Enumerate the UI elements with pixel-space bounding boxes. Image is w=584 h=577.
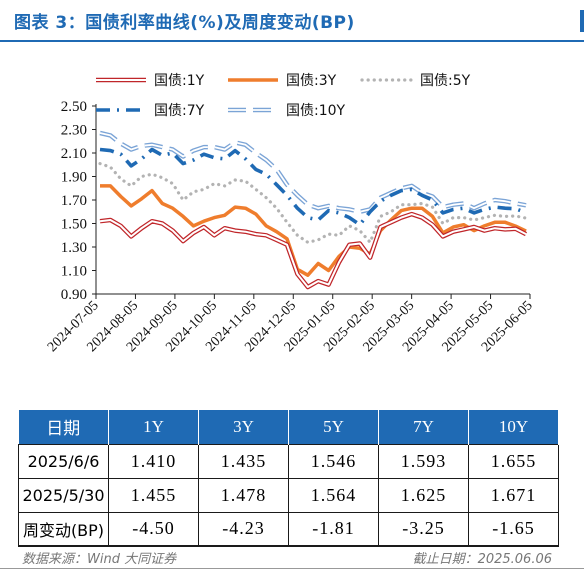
table-header-cell: 7Y [378,410,469,444]
y-tick-label: 1.30 [61,240,87,256]
table-row: 2025/6/6 1.410 1.435 1.546 1.593 1.655 [18,443,559,479]
table-cell: -1.81 [288,511,379,547]
y-tick-label: 0.90 [61,287,87,303]
y-tick-label: 1.50 [61,217,87,233]
series-line-国债:10Y [99,132,527,213]
table-cell: 1.435 [198,443,289,479]
header-accent-mark [580,10,584,32]
series-line-国债:5Y [98,162,528,244]
legend-label: 国债:5Y [420,73,471,89]
series-line-国债:1Y [99,213,527,288]
figure-title: 图表 3：国债利率曲线(%)及周度变动(BP) [14,13,355,33]
table-row: 2025/5/30 1.455 1.478 1.564 1.625 1.671 [18,477,559,513]
cutoff-date-note: 截止日期：2025.06.06 [412,552,552,567]
table-header-cell: 1Y [108,410,199,444]
y-tick-label: 1.90 [61,170,87,186]
table-cell: 1.655 [468,443,559,479]
table-cell: 2025/6/6 [18,443,109,479]
report-header: 图表 3：国债利率曲线(%)及周度变动(BP) [0,0,584,46]
table-header-cell: 5Y [288,410,379,444]
legend-label: 国债:10Y [286,103,346,119]
table-cell: 1.671 [468,477,559,513]
y-tick-label: 2.30 [61,123,87,139]
table-header-cell: 日期 [18,410,109,444]
table-cell: -4.50 [108,511,199,547]
table-cell: 1.564 [288,477,379,513]
table-header-cell: 10Y [468,410,559,444]
y-tick-label: 2.10 [61,146,87,162]
yield-curve-chart: 2.502.302.101.901.701.501.301.100.902024… [45,73,536,355]
table-cell: 1.546 [288,443,379,479]
legend-label: 国债:1Y [154,73,205,89]
table-cell: 1.625 [378,477,469,513]
table-cell: -3.25 [378,511,469,547]
legend-label: 国债:3Y [286,73,337,89]
table-cell: 周变动(BP) [18,511,109,547]
header-divider [0,40,584,42]
legend-label: 国债:7Y [154,103,205,119]
table-cell: 1.410 [108,443,199,479]
y-tick-label: 2.50 [61,99,87,115]
table-cell: -4.23 [198,511,289,547]
series-line-国债:7Y [99,147,527,227]
table-header-cell: 3Y [198,410,289,444]
data-source-note: 数据来源：Wind 大同证券 [22,552,177,567]
table-cell: 1.478 [198,477,289,513]
footer-divider [0,568,584,569]
table-cell: 2025/5/30 [18,477,109,513]
series-line-国债:3Y [100,184,527,277]
table-header-row: 日期 1Y 3Y 5Y 7Y 10Y [18,410,559,444]
y-tick-label: 1.10 [61,264,87,280]
table-cell: 1.455 [108,477,199,513]
table-cell: 1.593 [378,443,469,479]
table-cell: -1.65 [468,511,559,547]
series-line-国债:10Y [99,130,527,215]
table-row: 周变动(BP) -4.50 -4.23 -1.81 -3.25 -1.65 [18,511,559,547]
yield-change-table: 日期 1Y 3Y 5Y 7Y 10Y 2025/6/6 1.410 1.435 … [18,410,559,547]
y-tick-label: 1.70 [61,193,87,209]
